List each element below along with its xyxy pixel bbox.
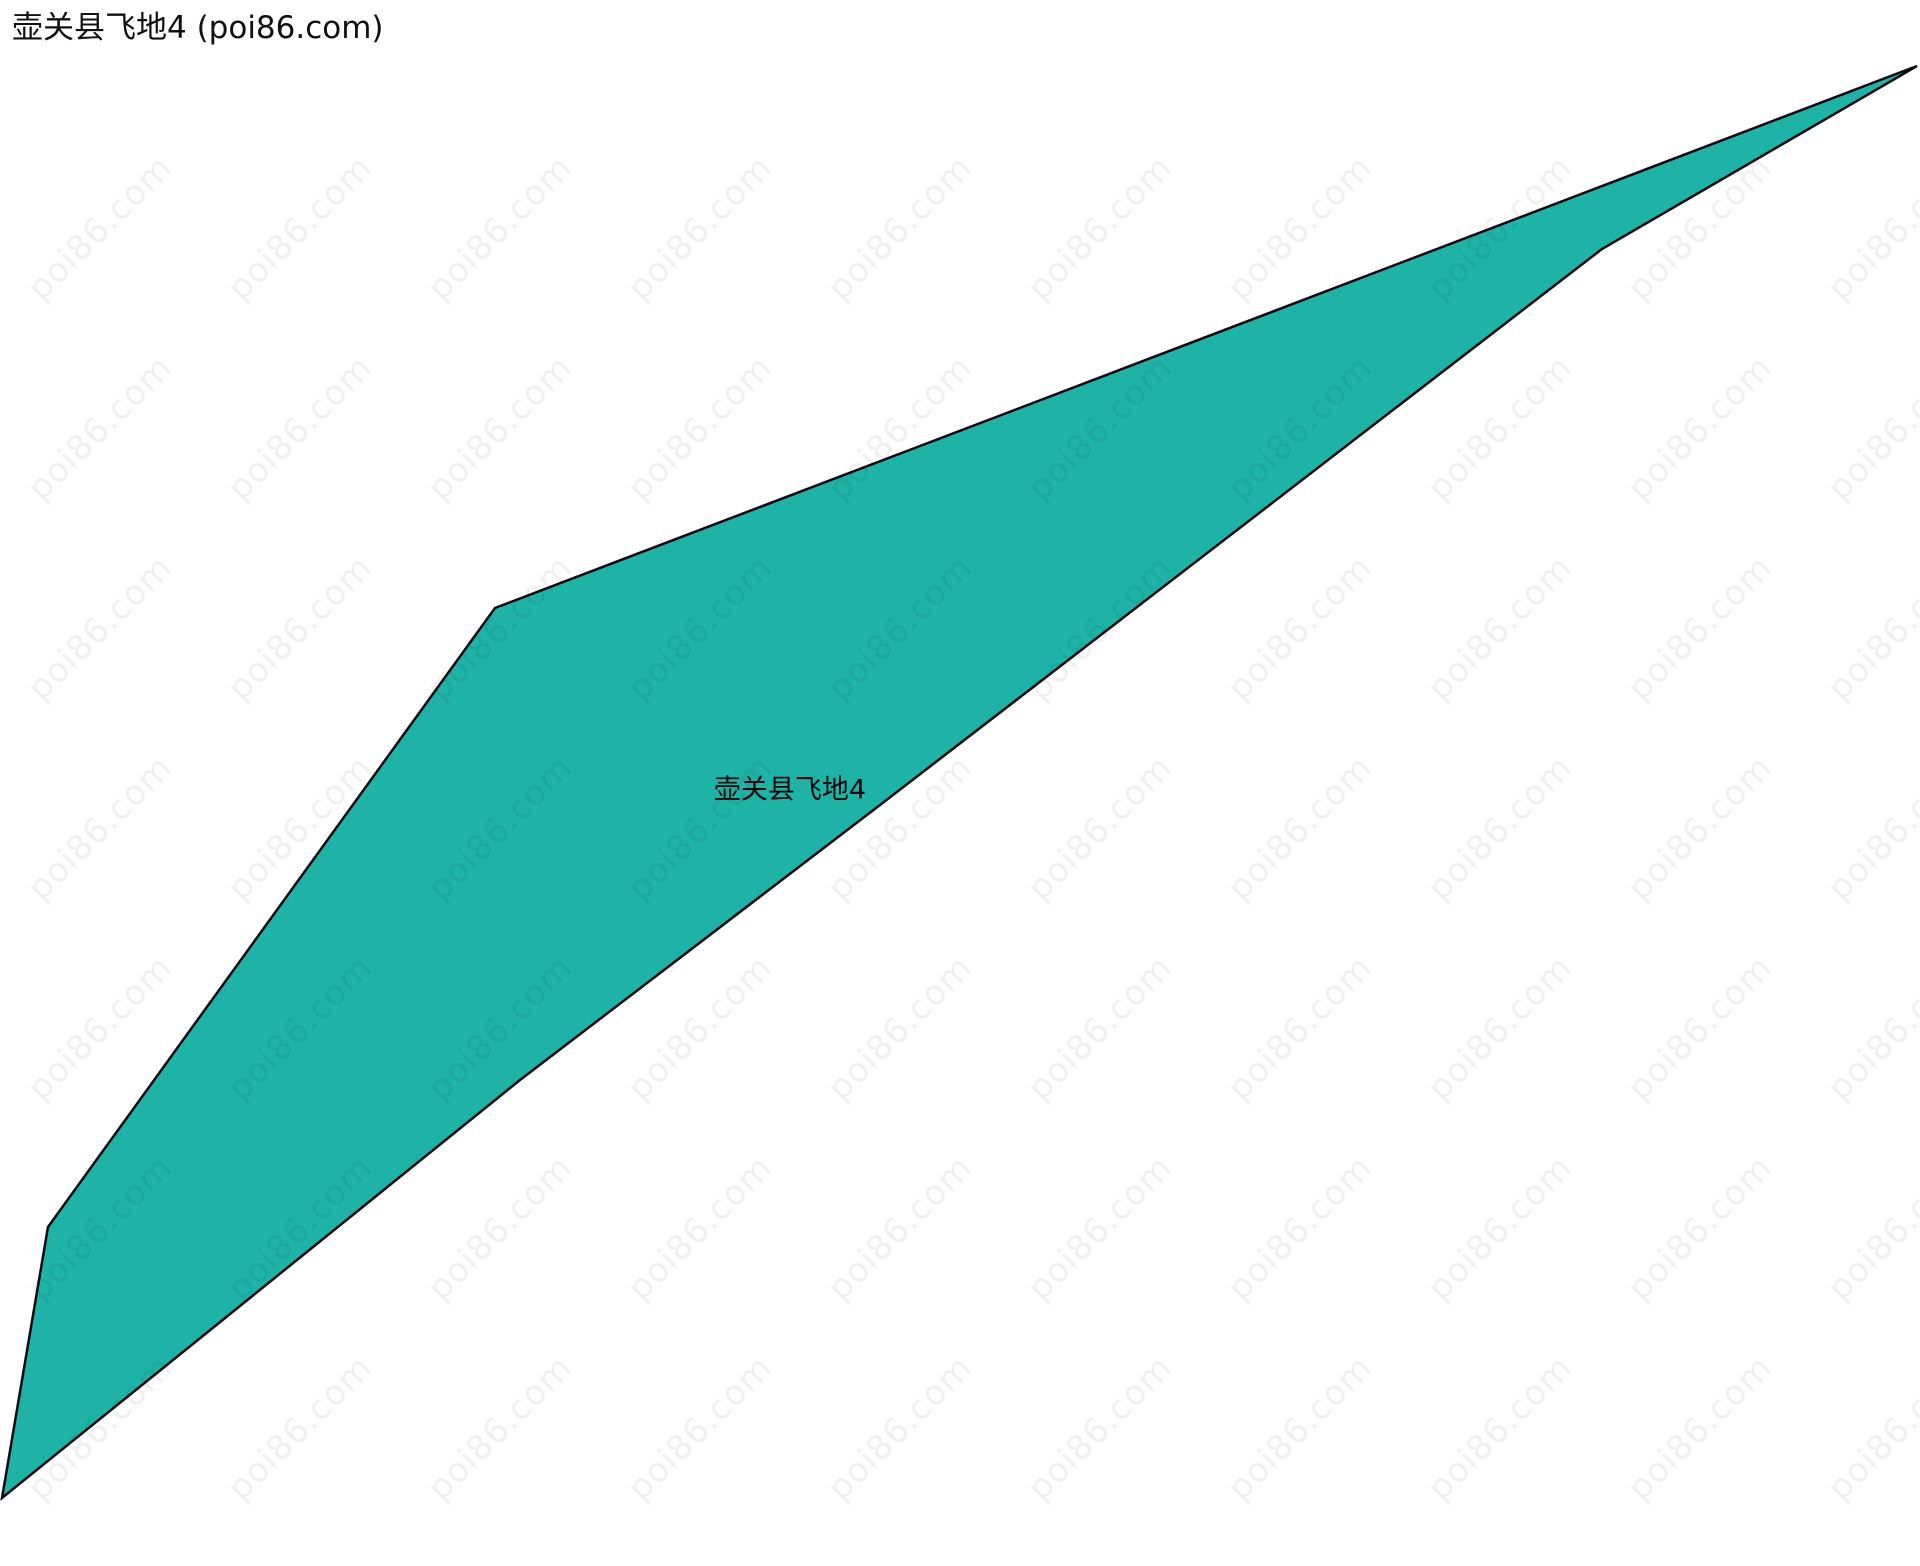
enclave-polygon[interactable] bbox=[0, 64, 1918, 1502]
page-title: 壶关县飞地4 (poi86.com) bbox=[12, 10, 384, 46]
polygon-label: 壶关县飞地4 bbox=[713, 774, 867, 806]
